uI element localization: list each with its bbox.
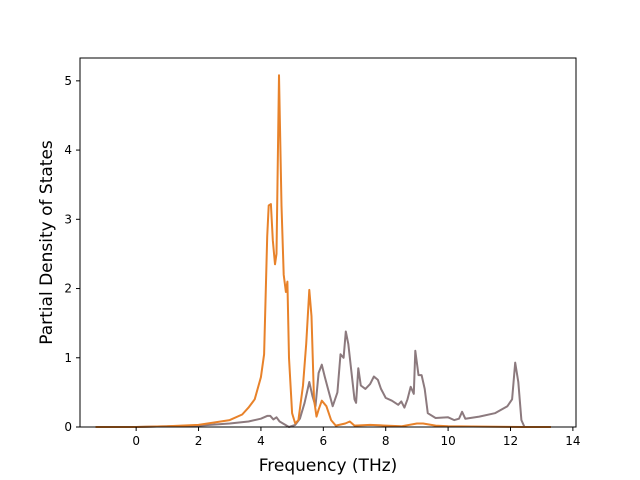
x-tick-label: 8: [382, 434, 390, 448]
x-tick-label: 2: [195, 434, 203, 448]
x-tick-label: 10: [440, 434, 455, 448]
x-tick-label: 14: [565, 434, 580, 448]
series-layer: [95, 74, 551, 428]
x-tick-label: 6: [320, 434, 328, 448]
x-axis-label: Frequency (THz): [259, 456, 398, 476]
y-axis-label: Partial Density of States: [37, 140, 57, 345]
x-axis-ticks: 0 2 4 6 8 10 12 14: [132, 427, 581, 448]
y-tick-label: 5: [64, 74, 72, 88]
y-tick-label: 1: [64, 351, 72, 365]
y-tick-label: 3: [64, 212, 72, 226]
series-line-1: [95, 330, 551, 428]
y-tick-label: 2: [64, 282, 72, 296]
x-tick-label: 0: [132, 434, 140, 448]
y-tick-label: 0: [64, 420, 72, 434]
y-tick-label: 4: [64, 143, 72, 157]
x-tick-label: 4: [257, 434, 265, 448]
plot-frame: [79, 57, 577, 428]
series-line-2: [95, 74, 551, 428]
y-axis-ticks: 0 1 2 3 4 5: [64, 74, 80, 434]
x-tick-label: 12: [503, 434, 518, 448]
